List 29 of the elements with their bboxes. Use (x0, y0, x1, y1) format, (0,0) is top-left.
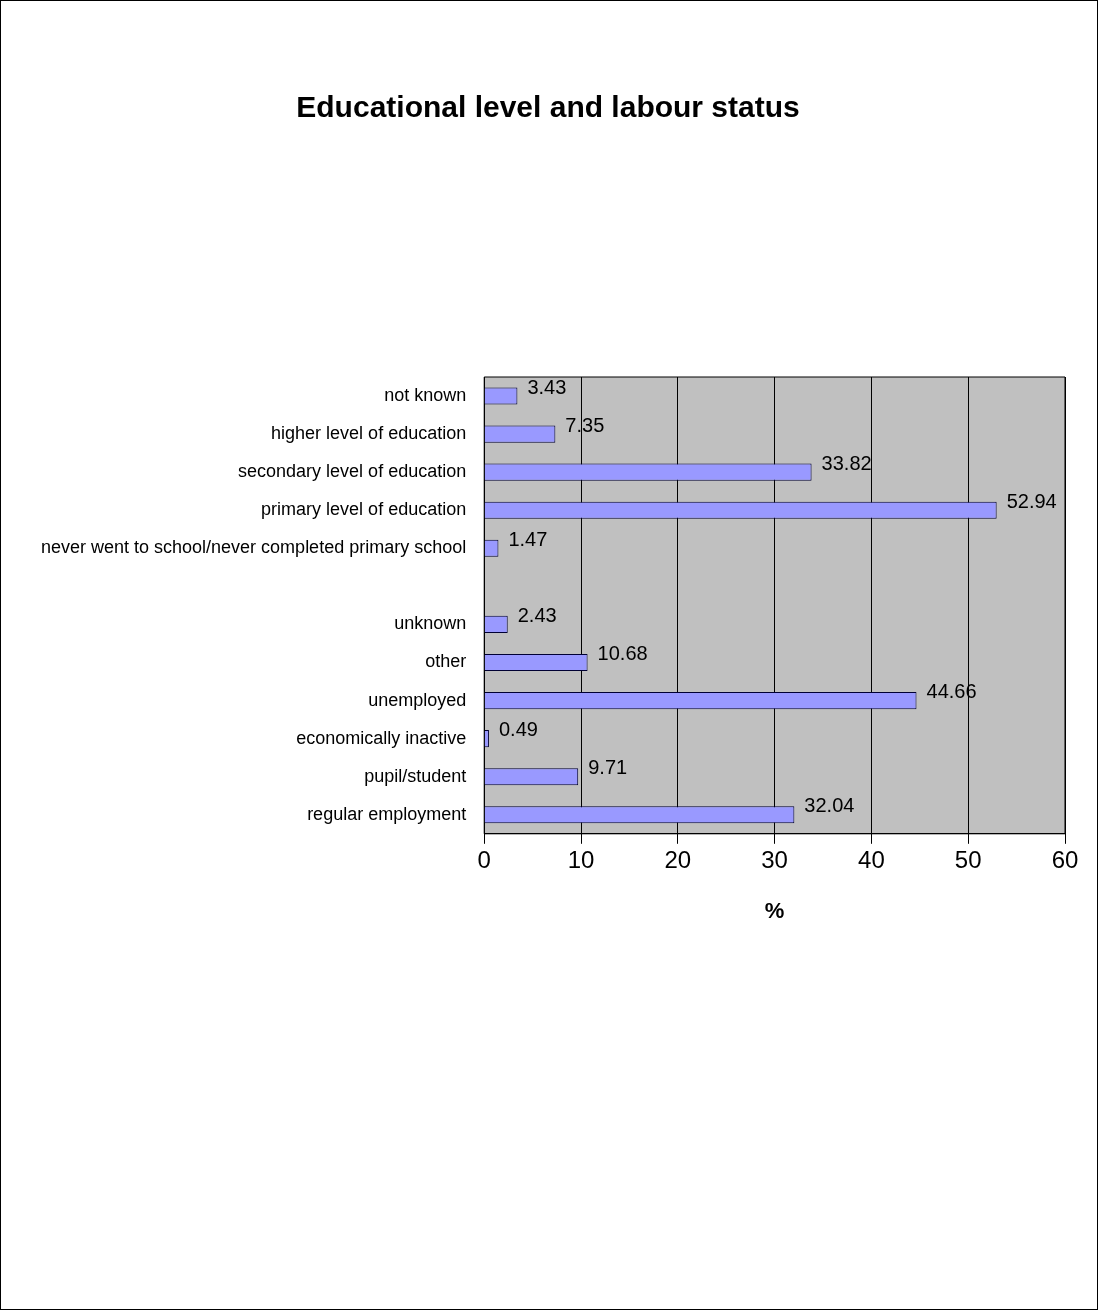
x-tick-label: 10 (567, 845, 595, 873)
x-tick-label: 40 (858, 845, 885, 873)
data-label: 10.68 (597, 642, 648, 665)
y-tick-label: never went to school/never completed primary school (40, 537, 467, 558)
data-label: 3.43 (527, 375, 567, 398)
x-tick-label: 60 (1051, 845, 1079, 873)
y-tick-label: higher level of education (271, 423, 467, 444)
data-label: 32.04 (804, 794, 855, 817)
y-tick-label: pupil/student (364, 765, 467, 786)
x-tick-label: 20 (664, 845, 692, 873)
y-tick-label: primary level of education (261, 499, 467, 520)
y-tick-label: unknown (394, 613, 467, 634)
x-axis-title: % (764, 897, 785, 923)
data-label: 2.43 (517, 603, 557, 626)
data-label: 1.47 (508, 527, 548, 550)
y-tick-label: unemployed (368, 689, 467, 710)
data-label: 52.94 (1006, 489, 1057, 512)
y-tick-label: regular employment (307, 803, 467, 824)
y-tick-label: economically inactive (296, 727, 467, 748)
data-label: 33.82 (821, 451, 872, 474)
x-tick-label: 50 (954, 845, 982, 873)
data-label: 9.71 (588, 756, 628, 779)
y-tick-label: not known (384, 385, 467, 405)
data-label: 0.49 (498, 718, 538, 741)
x-tick-label: 0 (477, 845, 491, 873)
chart-title: Educational level and labour status (296, 90, 800, 124)
x-tick-label: 30 (761, 845, 788, 873)
y-tick-label: other (425, 651, 467, 672)
y-tick-label: secondary level of education (238, 461, 467, 482)
